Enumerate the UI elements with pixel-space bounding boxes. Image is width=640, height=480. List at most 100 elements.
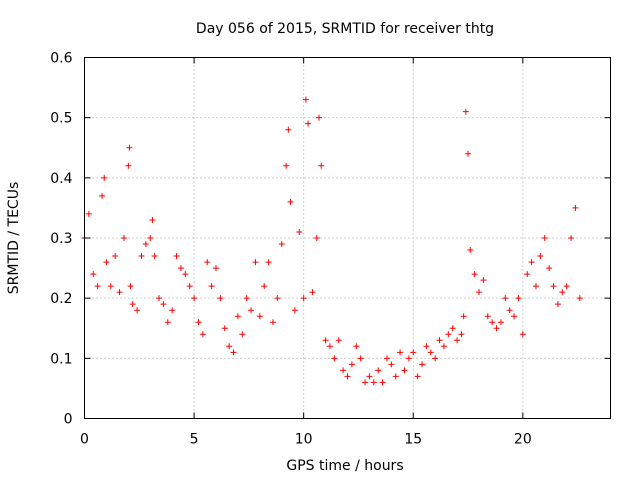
data-point bbox=[274, 295, 281, 302]
data-point bbox=[528, 259, 535, 266]
data-point bbox=[177, 265, 184, 272]
data-point bbox=[313, 235, 320, 241]
data-point bbox=[467, 247, 474, 254]
data-point bbox=[414, 373, 421, 380]
data-point bbox=[169, 307, 176, 314]
data-point bbox=[419, 361, 426, 368]
data-point bbox=[427, 349, 434, 356]
data-point bbox=[397, 349, 404, 356]
data-point bbox=[532, 283, 539, 290]
data-point bbox=[432, 355, 439, 362]
data-point bbox=[410, 349, 417, 356]
data-point bbox=[326, 343, 333, 350]
data-point bbox=[563, 283, 570, 290]
x-tick-label: 20 bbox=[514, 432, 532, 448]
data-point bbox=[234, 313, 241, 320]
x-tick-label: 5 bbox=[190, 432, 199, 448]
data-point bbox=[370, 379, 377, 386]
data-point bbox=[445, 331, 452, 338]
data-point bbox=[497, 319, 504, 326]
data-point bbox=[213, 265, 219, 272]
data-point bbox=[226, 343, 233, 350]
data-point bbox=[506, 307, 513, 314]
data-point bbox=[357, 355, 364, 362]
data-point bbox=[318, 162, 325, 169]
data-point bbox=[405, 355, 412, 362]
data-point bbox=[191, 295, 198, 302]
data-point bbox=[164, 319, 171, 326]
data-point bbox=[112, 253, 119, 260]
y-tick-label: 0.4 bbox=[50, 171, 72, 187]
data-point bbox=[465, 150, 472, 157]
data-point bbox=[322, 337, 329, 344]
data-point bbox=[243, 295, 250, 302]
data-point bbox=[287, 198, 294, 205]
x-tick-label: 10 bbox=[295, 432, 313, 448]
data-point bbox=[199, 331, 206, 338]
data-point bbox=[458, 331, 465, 338]
data-point bbox=[278, 241, 285, 248]
data-point bbox=[379, 379, 386, 386]
data-point bbox=[107, 283, 114, 290]
data-point bbox=[362, 379, 369, 386]
data-point bbox=[493, 325, 500, 332]
data-point bbox=[208, 283, 215, 290]
data-point bbox=[484, 313, 491, 320]
data-point bbox=[309, 289, 316, 296]
data-point bbox=[138, 253, 145, 260]
data-point bbox=[559, 289, 566, 296]
x-axis-label: GPS time / hours bbox=[286, 458, 403, 474]
data-point bbox=[383, 355, 390, 362]
y-tick-label: 0.5 bbox=[50, 111, 72, 127]
data-point bbox=[401, 367, 408, 374]
data-point bbox=[515, 295, 522, 302]
data-point bbox=[230, 349, 237, 356]
data-point bbox=[99, 192, 106, 199]
data-point bbox=[103, 259, 110, 266]
data-point bbox=[90, 271, 97, 278]
data-point bbox=[316, 114, 323, 121]
data-point bbox=[462, 108, 469, 115]
data-point bbox=[85, 210, 92, 217]
data-point bbox=[142, 241, 149, 248]
data-point bbox=[568, 235, 575, 241]
data-point bbox=[502, 295, 509, 302]
data-point bbox=[182, 271, 189, 278]
data-point bbox=[344, 373, 351, 380]
data-point bbox=[101, 174, 108, 181]
data-point bbox=[519, 331, 526, 338]
data-point bbox=[471, 271, 478, 278]
data-point bbox=[125, 162, 132, 169]
data-point bbox=[147, 235, 154, 241]
data-point bbox=[217, 295, 224, 302]
data-point bbox=[186, 283, 193, 290]
data-point bbox=[269, 319, 276, 326]
data-point bbox=[524, 271, 531, 278]
data-point bbox=[127, 283, 134, 290]
data-point bbox=[300, 295, 307, 302]
data-point bbox=[388, 361, 395, 368]
data-point bbox=[460, 313, 467, 320]
data-point bbox=[440, 343, 447, 350]
data-point bbox=[541, 235, 548, 241]
data-point bbox=[156, 295, 163, 302]
data-point bbox=[149, 216, 156, 223]
data-point bbox=[285, 126, 292, 133]
y-tick-label: 0.3 bbox=[50, 231, 72, 247]
y-axis-label: SRMTID / TECUs bbox=[6, 182, 22, 295]
data-point bbox=[252, 259, 259, 266]
data-point bbox=[126, 144, 133, 151]
chart-title: Day 056 of 2015, SRMTID for receiver tht… bbox=[196, 21, 494, 37]
data-point bbox=[335, 337, 342, 344]
y-tick-label: 0.2 bbox=[50, 291, 72, 307]
data-point bbox=[572, 204, 579, 211]
data-point bbox=[151, 253, 158, 260]
data-point bbox=[554, 301, 561, 308]
data-point bbox=[195, 319, 202, 326]
data-points bbox=[81, 96, 583, 386]
data-point bbox=[248, 307, 255, 314]
data-point bbox=[537, 253, 544, 260]
data-point bbox=[94, 283, 101, 290]
data-point bbox=[305, 120, 312, 127]
